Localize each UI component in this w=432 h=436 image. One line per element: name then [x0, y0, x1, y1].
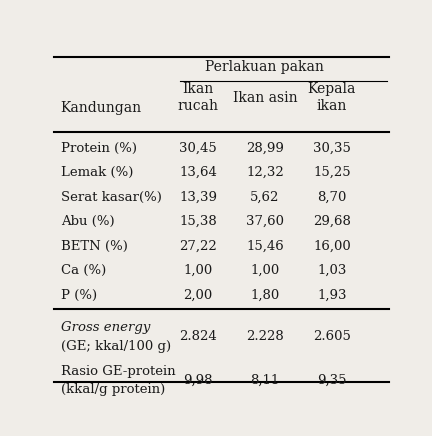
- Text: Ca (%): Ca (%): [60, 264, 106, 277]
- Text: 1,03: 1,03: [317, 264, 346, 277]
- Text: Ikan asin: Ikan asin: [232, 91, 297, 105]
- Text: Perlakuan pakan: Perlakuan pakan: [206, 61, 324, 75]
- Text: 15,46: 15,46: [246, 239, 284, 252]
- Text: 28,99: 28,99: [246, 142, 284, 154]
- Text: 9,35: 9,35: [317, 374, 346, 387]
- Text: 13,64: 13,64: [179, 166, 217, 179]
- Text: 5,62: 5,62: [250, 191, 280, 204]
- Text: (kkal/g protein): (kkal/g protein): [60, 383, 165, 396]
- Text: 1,80: 1,80: [250, 289, 280, 302]
- Text: 8,11: 8,11: [250, 374, 280, 387]
- Text: 2.605: 2.605: [313, 330, 351, 344]
- Text: 8,70: 8,70: [317, 191, 346, 204]
- Text: Kepala
ikan: Kepala ikan: [308, 82, 356, 113]
- Text: (GE; kkal/100 g): (GE; kkal/100 g): [60, 340, 171, 353]
- Text: Kandungan: Kandungan: [60, 101, 142, 115]
- Text: 2.228: 2.228: [246, 330, 284, 344]
- Text: 15,25: 15,25: [313, 166, 351, 179]
- Text: Abu (%): Abu (%): [60, 215, 114, 228]
- Text: 13,39: 13,39: [179, 191, 217, 204]
- Text: 27,22: 27,22: [179, 239, 217, 252]
- Text: Rasio GE-protein: Rasio GE-protein: [60, 365, 175, 378]
- Text: 30,45: 30,45: [179, 142, 217, 154]
- Text: 30,35: 30,35: [313, 142, 351, 154]
- Text: 16,00: 16,00: [313, 239, 351, 252]
- Text: BETN (%): BETN (%): [60, 239, 127, 252]
- Text: 12,32: 12,32: [246, 166, 284, 179]
- Text: 2.824: 2.824: [179, 330, 217, 344]
- Text: Ikan
rucah: Ikan rucah: [178, 82, 219, 113]
- Text: 37,60: 37,60: [246, 215, 284, 228]
- Text: P (%): P (%): [60, 289, 97, 302]
- Text: 1,00: 1,00: [183, 264, 213, 277]
- Text: 15,38: 15,38: [179, 215, 217, 228]
- Text: Serat kasar(%): Serat kasar(%): [60, 191, 162, 204]
- Text: 29,68: 29,68: [313, 215, 351, 228]
- Text: 1,93: 1,93: [317, 289, 346, 302]
- Text: 2,00: 2,00: [183, 289, 213, 302]
- Text: Lemak (%): Lemak (%): [60, 166, 133, 179]
- Text: 1,00: 1,00: [250, 264, 280, 277]
- Text: Protein (%): Protein (%): [60, 142, 137, 154]
- Text: 9,98: 9,98: [183, 374, 213, 387]
- Text: Gross energy: Gross energy: [60, 321, 150, 334]
